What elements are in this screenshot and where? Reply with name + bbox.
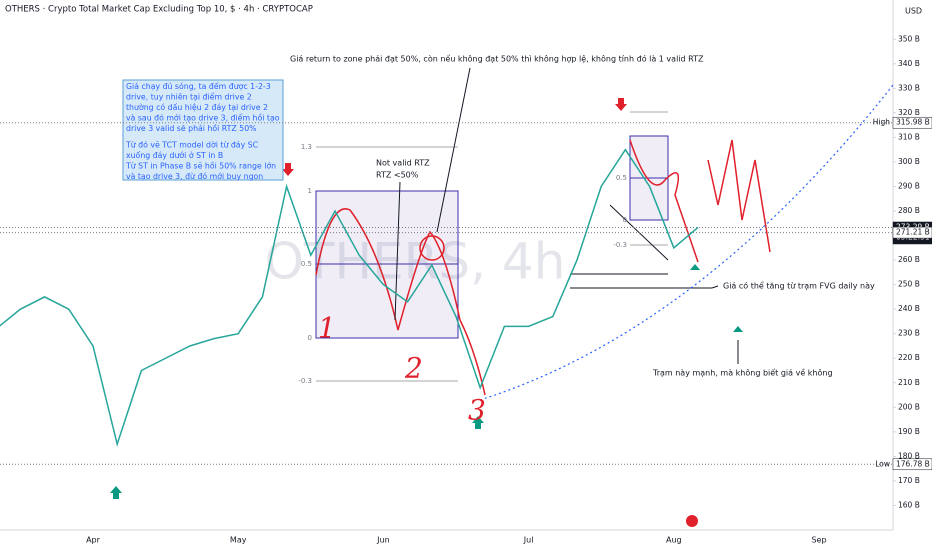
y-tick-label: 260 B bbox=[898, 255, 920, 264]
y-tick-label: 230 B bbox=[898, 329, 920, 338]
price-badge-label: 271.21 B bbox=[896, 228, 930, 237]
price-badge bbox=[892, 116, 932, 129]
note-text: drive 3 valid sẽ phải hồi RTZ 50% bbox=[126, 124, 257, 133]
arrow-up bbox=[733, 326, 743, 332]
event-flag bbox=[686, 515, 698, 527]
note-text: xuống đáy dưới ở ST in B bbox=[126, 151, 223, 160]
y-tick-label: 170 B bbox=[898, 476, 920, 485]
arrow-up bbox=[110, 486, 122, 499]
y-tick-label: 310 B bbox=[898, 132, 920, 141]
connector bbox=[436, 67, 471, 233]
x-tick-label: Jul bbox=[523, 536, 534, 545]
note-text: thường có dấu hiệu 2 đáy tại drive 2 bbox=[126, 103, 268, 112]
drive-label: 1 bbox=[318, 312, 336, 345]
y-tick-label: 220 B bbox=[898, 353, 920, 362]
arrow-up bbox=[472, 416, 484, 429]
price-badge-label: 176.78 B bbox=[896, 459, 930, 468]
arrow-up bbox=[690, 264, 700, 270]
y-tick-label: 290 B bbox=[898, 181, 920, 190]
price-line-name: High bbox=[873, 118, 890, 127]
x-tick-label: Jun bbox=[376, 536, 390, 545]
chart-title: OTHERS · Crypto Total Market Cap Excludi… bbox=[5, 5, 313, 15]
x-tick-label: Sep bbox=[811, 536, 826, 545]
note-box bbox=[122, 79, 284, 181]
currency: USD bbox=[905, 7, 922, 16]
note-text: và tạo drive 3, đừ đó mới buy ngon bbox=[126, 172, 263, 181]
x-tick-label: Apr bbox=[86, 536, 101, 545]
price-line-name: Low bbox=[875, 459, 890, 468]
arrow-down bbox=[282, 163, 294, 176]
fib-label: -0.3 bbox=[298, 377, 312, 385]
drive-label: 2 bbox=[404, 352, 423, 385]
drawing bbox=[419, 235, 445, 261]
y-tick-label: 190 B bbox=[898, 427, 920, 436]
fib-label: 1 bbox=[308, 187, 312, 195]
fib-label: 1.3 bbox=[301, 143, 312, 151]
y-tick-label: 160 B bbox=[898, 500, 920, 509]
note-text: Trạm này mạnh, mà không biết giá về khôn… bbox=[652, 368, 833, 379]
note-box bbox=[718, 277, 870, 295]
y-tick-label: 180 B bbox=[898, 451, 920, 460]
fib-label: 0 bbox=[623, 216, 627, 224]
y-tick-label: 350 B bbox=[898, 34, 920, 43]
note-text: Từ ST in Phase B sẽ hồi 50% range lớn bbox=[125, 162, 276, 171]
price-line bbox=[0, 148, 699, 447]
x-tick-label: May bbox=[230, 536, 247, 545]
fib-label: -0.3 bbox=[613, 241, 627, 249]
y-tick-label: 280 B bbox=[898, 206, 920, 215]
arrow-down bbox=[615, 98, 627, 111]
note-text: Not valid RTZ bbox=[376, 159, 430, 168]
fib-label: 0.5 bbox=[301, 260, 312, 268]
watermark: OTHERS, 4h bbox=[265, 233, 566, 291]
drawing bbox=[629, 139, 699, 263]
note-text: RTZ <50% bbox=[376, 171, 419, 180]
note-text: Giá return to zone phải đạt 50%, còn nếu… bbox=[290, 54, 704, 65]
fib-label: 0 bbox=[308, 334, 312, 342]
note-text: và sau đó mới tạo drive 3, điểm hồi tạo bbox=[126, 114, 280, 123]
y-tick-label: 210 B bbox=[898, 378, 920, 387]
price-badge-label: 315.98 B bbox=[896, 118, 930, 127]
y-tick-label: 300 B bbox=[898, 157, 920, 166]
y-tick-label: 340 B bbox=[898, 59, 920, 68]
drawing bbox=[707, 139, 771, 253]
y-tick-label: 250 B bbox=[898, 280, 920, 289]
note-text: drive, tuy nhiên tại điểm drive 2 bbox=[126, 93, 252, 102]
drawings bbox=[110, 50, 894, 527]
note-text: Từ đó vẽ TCT model dời từ đáy SC bbox=[125, 141, 259, 150]
y-tick-label: 200 B bbox=[898, 402, 920, 411]
drive-label: 3 bbox=[468, 394, 486, 427]
y-tick-label: 320 B bbox=[898, 108, 920, 117]
price-badge bbox=[892, 226, 932, 239]
note-text: Giá có thể tăng từ trạm FVG daily này bbox=[723, 281, 875, 292]
x-tick-label: Aug bbox=[666, 536, 682, 545]
connector bbox=[394, 181, 401, 321]
note-box bbox=[285, 50, 680, 68]
price-badge bbox=[892, 458, 932, 471]
y-tick-label: 330 B bbox=[898, 83, 920, 92]
connector bbox=[711, 285, 719, 289]
drawing bbox=[315, 208, 486, 396]
fib-label: 0.5 bbox=[616, 174, 627, 182]
y-tick-label: 240 B bbox=[898, 304, 920, 313]
note-text: Giá chạy đủ sóng, ta đếm được 1-2-3 bbox=[126, 82, 271, 91]
note-box bbox=[648, 364, 835, 382]
